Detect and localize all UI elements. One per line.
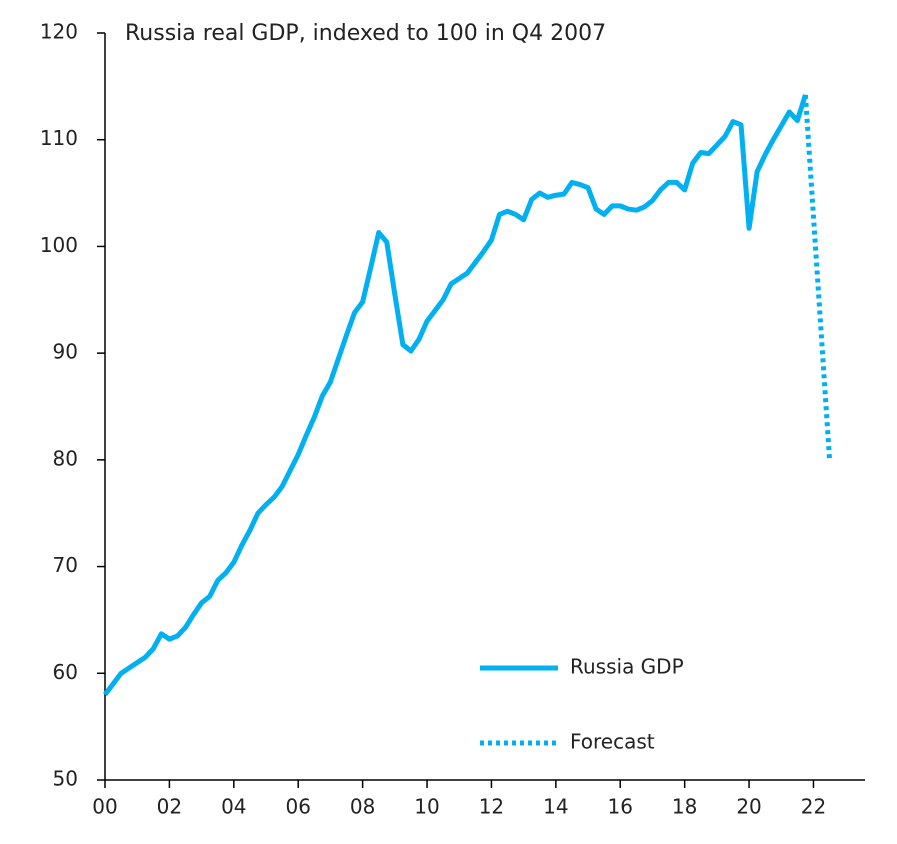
x-tick-label: 14	[543, 795, 568, 819]
legend-label: Russia GDP	[570, 655, 684, 679]
y-tick-label: 50	[53, 767, 78, 791]
x-tick-label: 20	[736, 795, 761, 819]
x-tick-label: 10	[414, 795, 439, 819]
x-tick-label: 22	[801, 795, 826, 819]
y-tick-label: 110	[40, 126, 78, 150]
data-line	[103, 94, 808, 697]
x-tick-label: 02	[157, 795, 182, 819]
y-tick-label: 60	[53, 660, 78, 684]
y-tick-label: 80	[53, 446, 78, 470]
y-tick-label: 70	[53, 553, 78, 577]
x-tick-label: 00	[92, 795, 117, 819]
x-tick-label: 04	[221, 795, 246, 819]
x-tick-label: 18	[672, 795, 697, 819]
legend-label: Forecast	[570, 730, 655, 754]
data-line	[802, 94, 833, 461]
y-tick-label: 90	[53, 340, 78, 364]
chart-title: Russia real GDP, indexed to 100 in Q4 20…	[125, 21, 606, 46]
x-tick-label: 08	[350, 795, 375, 819]
x-tick-label: 16	[608, 795, 633, 819]
y-tick-label: 100	[40, 233, 78, 257]
x-tick-label: 06	[285, 795, 310, 819]
x-tick-label: 12	[479, 795, 504, 819]
y-tick-label: 120	[40, 20, 78, 44]
